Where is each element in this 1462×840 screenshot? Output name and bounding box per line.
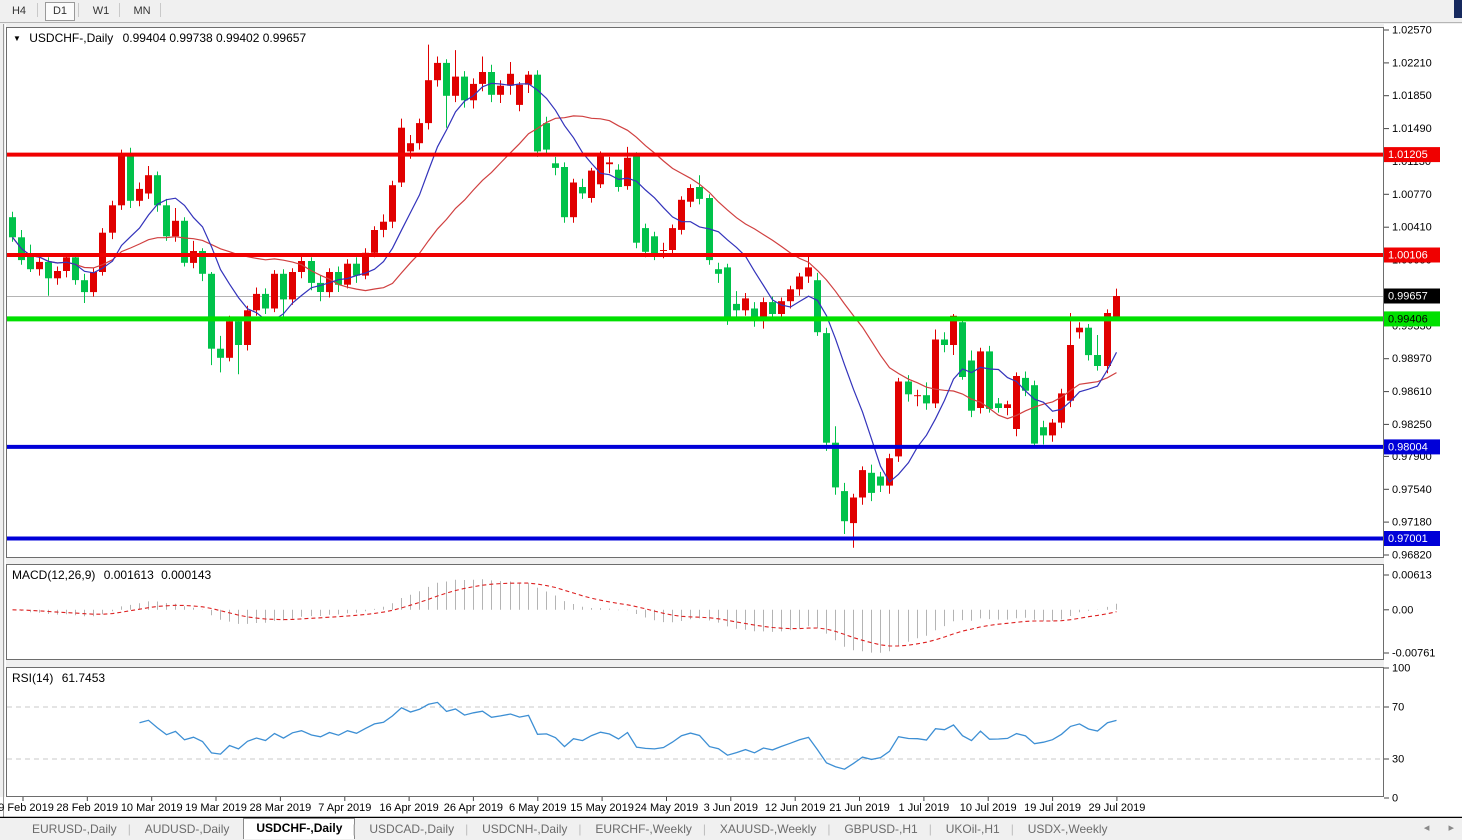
chart-tab-eurchf-weekly[interactable]: EURCHF-,Weekly	[578, 820, 705, 838]
svg-text:19 Mar 2019: 19 Mar 2019	[185, 802, 247, 814]
svg-text:28 Mar 2019: 28 Mar 2019	[250, 802, 312, 814]
svg-text:0: 0	[1392, 793, 1398, 805]
svg-text:6 May 2019: 6 May 2019	[509, 802, 566, 814]
macd-label: MACD(12,26,9)	[12, 568, 96, 582]
svg-text:0.97180: 0.97180	[1392, 517, 1432, 529]
svg-text:29 Jul 2019: 29 Jul 2019	[1088, 802, 1145, 814]
rsi-level-lines	[7, 706, 1383, 760]
svg-text:3 Jun 2019: 3 Jun 2019	[704, 802, 758, 814]
macd-signal-line	[12, 582, 1117, 647]
ma-fast-line	[12, 82, 1118, 483]
macd-indicator-label: MACD(12,26,9) 0.001613 0.000143	[12, 568, 211, 582]
chart-title: ▼ USDCHF-,Daily 0.99404 0.99738 0.99402 …	[13, 31, 306, 45]
svg-text:0.98610: 0.98610	[1392, 386, 1432, 398]
panel-splitter-macd-rsi[interactable]	[0, 660, 1462, 668]
svg-text:1.00106: 1.00106	[1388, 250, 1428, 262]
horizontal-level-lines[interactable]	[7, 152, 1383, 541]
chart-tab-usdcad-daily[interactable]: USDCAD-,Daily	[352, 820, 468, 838]
chart-tab-usdcnh-daily[interactable]: USDCNH-,Daily	[465, 820, 581, 838]
svg-text:28 Feb 2019: 28 Feb 2019	[56, 802, 118, 814]
rsi-indicator-label: RSI(14) 61.7453	[12, 671, 105, 685]
macd-axis[interactable]: 0.00613 0.00 -0.00761	[1384, 570, 1435, 660]
svg-text:15 May 2019: 15 May 2019	[570, 802, 634, 814]
price-axis-pills: 1.01205 1.00106 0.99406 0.98004 0.97001 0.996…	[1384, 147, 1440, 546]
svg-text:0.96820: 0.96820	[1392, 550, 1432, 562]
timeframe-button-w1[interactable]: W1	[92, 5, 110, 17]
svg-text:24 May 2019: 24 May 2019	[635, 802, 699, 814]
rsi-label: RSI(14)	[12, 671, 54, 685]
chart-tab-ukoil-h1[interactable]: UKOil-,H1	[929, 820, 1014, 838]
svg-text:10 Mar 2019: 10 Mar 2019	[121, 802, 183, 814]
chart-tab-bar: EURUSD-,DailyAUDUSD-,DailyUSDCHF-,DailyU…	[0, 817, 1462, 840]
svg-text:0.99406: 0.99406	[1388, 313, 1428, 325]
tab-scroll-right-icon[interactable]: ▸	[1448, 822, 1454, 834]
macd-signal-value: 0.000143	[161, 568, 212, 582]
svg-text:1.00410: 1.00410	[1392, 222, 1432, 234]
macd-histogram	[21, 579, 1117, 653]
svg-text:26 Apr 2019: 26 Apr 2019	[444, 802, 503, 814]
svg-text:70: 70	[1392, 702, 1404, 714]
svg-text:19 Jul 2019: 19 Jul 2019	[1024, 802, 1081, 814]
svg-text:1.02210: 1.02210	[1392, 57, 1432, 69]
svg-text:1.01850: 1.01850	[1392, 90, 1432, 102]
svg-text:1.01205: 1.01205	[1388, 149, 1428, 161]
chart-tab-xauusd-weekly[interactable]: XAUUSD-,Weekly	[703, 820, 830, 838]
tab-list: EURUSD-,DailyAUDUSD-,DailyUSDCHF-,DailyU…	[18, 817, 1122, 840]
svg-text:0.99657: 0.99657	[1388, 291, 1428, 303]
chart-tab-audusd-daily[interactable]: AUDUSD-,Daily	[128, 820, 244, 838]
timeframe-button-mn[interactable]: MN	[133, 5, 151, 17]
svg-text:30: 30	[1392, 754, 1404, 766]
toolbar-divider	[119, 2, 120, 17]
svg-text:1.01490: 1.01490	[1392, 123, 1432, 135]
chart-ohlc-values: 0.99404 0.99738 0.99402 0.99657	[122, 31, 307, 45]
svg-text:7 Apr 2019: 7 Apr 2019	[318, 802, 371, 814]
svg-text:0.97540: 0.97540	[1392, 484, 1432, 496]
chart-symbol-period: USDCHF-,Daily	[29, 31, 114, 45]
svg-text:0.97001: 0.97001	[1388, 533, 1428, 545]
timeframe-button-d1[interactable]: D1	[45, 2, 75, 21]
svg-text:0.00: 0.00	[1392, 604, 1413, 616]
svg-text:0.98250: 0.98250	[1392, 419, 1432, 431]
timeframe-button-h4[interactable]: H4	[11, 5, 27, 17]
tab-scroll-arrows: ◂ ▸	[1408, 821, 1454, 834]
chart-tab-gbpusd-h1[interactable]: GBPUSD-,H1	[827, 820, 931, 838]
chart-tab-usdx-weekly[interactable]: USDX-,Weekly	[1011, 820, 1122, 838]
chart-tab-eurusd-daily[interactable]: EURUSD-,Daily	[32, 822, 117, 836]
rsi-axis[interactable]: 100 70 30 0	[1384, 663, 1410, 805]
rsi-value: 61.7453	[61, 671, 106, 685]
svg-text:1 Jul 2019: 1 Jul 2019	[899, 802, 950, 814]
rsi-line	[139, 701, 1117, 770]
timeframe-toolbar: H4 D1 W1 MN	[0, 0, 1462, 23]
toolbar-divider	[160, 2, 161, 17]
panel-splitter-main-macd[interactable]	[0, 557, 1462, 565]
svg-text:100: 100	[1392, 663, 1410, 675]
svg-text:19 Feb 2019: 19 Feb 2019	[0, 802, 54, 814]
svg-text:0.98970: 0.98970	[1392, 353, 1432, 365]
svg-text:10 Jul 2019: 10 Jul 2019	[960, 802, 1017, 814]
panel-frames	[0, 24, 1462, 819]
chart-tab-usdchf-daily[interactable]: USDCHF-,Daily	[243, 817, 356, 839]
svg-text:12 Jun 2019: 12 Jun 2019	[765, 802, 826, 814]
tab-scroll-left-icon[interactable]: ◂	[1423, 822, 1430, 834]
svg-text:21 Jun 2019: 21 Jun 2019	[829, 802, 890, 814]
toolbar-divider	[78, 2, 79, 17]
svg-text:16 Apr 2019: 16 Apr 2019	[379, 802, 438, 814]
ma-slow-line	[12, 115, 1117, 420]
svg-text:1.00770: 1.00770	[1392, 189, 1432, 201]
svg-text:1.02570: 1.02570	[1392, 25, 1432, 37]
svg-text:0.00613: 0.00613	[1392, 570, 1432, 582]
toolbar-divider	[37, 2, 38, 17]
window-corner-block	[1454, 0, 1462, 18]
macd-main-value: 0.001613	[103, 568, 154, 582]
svg-text:0.98004: 0.98004	[1388, 441, 1428, 453]
svg-text:-0.00761: -0.00761	[1392, 648, 1435, 660]
symbol-dropdown-icon[interactable]: ▼	[13, 34, 21, 43]
